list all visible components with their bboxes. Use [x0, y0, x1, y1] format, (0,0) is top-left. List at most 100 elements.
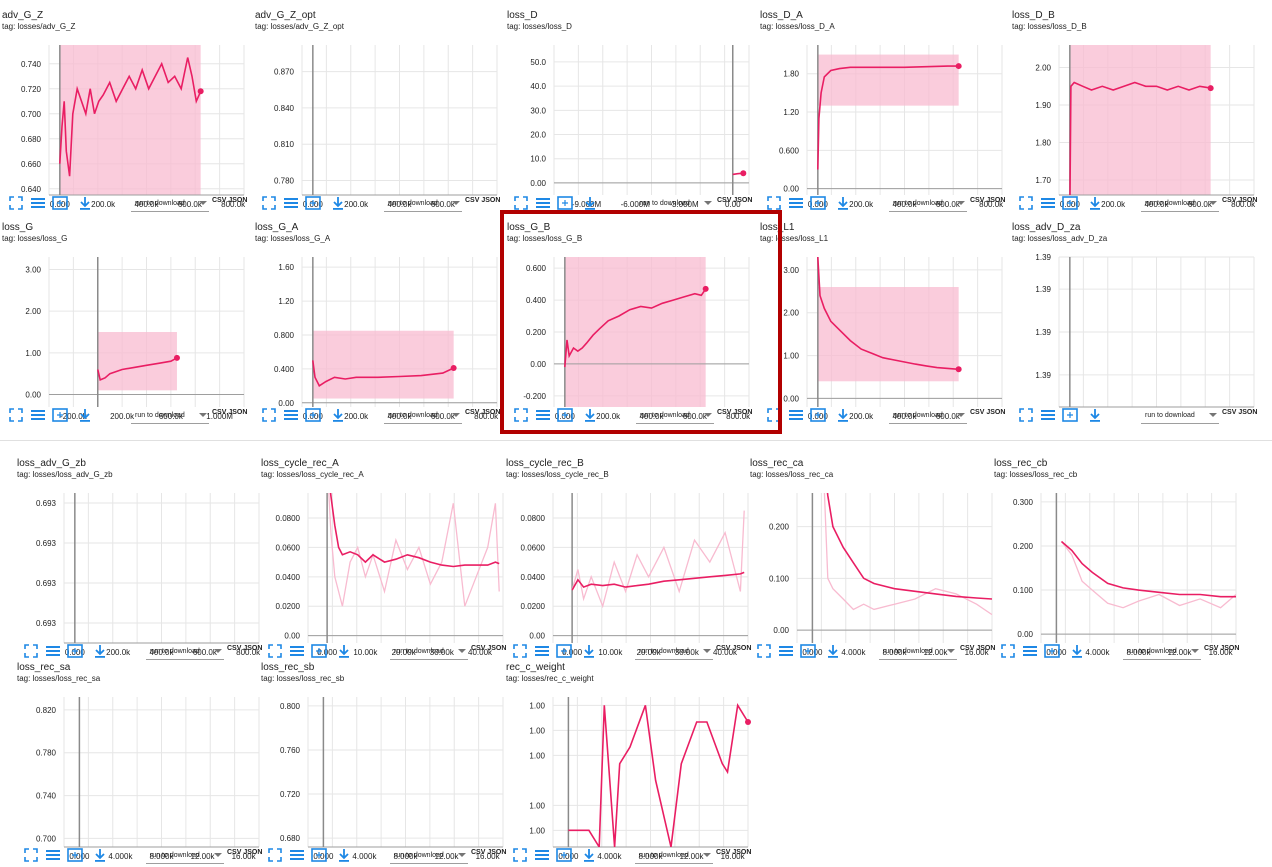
chart-plot[interactable]: 0.00 0.100 0.200 0.300 0.000 4.000k 8.000k 12.0… — [994, 484, 1239, 657]
run-download-select[interactable]: run to download — [1141, 409, 1219, 424]
fit-domain-icon[interactable] — [52, 407, 68, 423]
download-icon[interactable] — [582, 195, 598, 211]
toggle-log-scale-icon[interactable] — [289, 847, 305, 863]
fit-domain-icon[interactable] — [556, 643, 572, 659]
fit-domain-icon[interactable] — [67, 847, 83, 863]
run-download-select[interactable]: run to download — [146, 645, 224, 660]
fit-domain-icon[interactable] — [311, 847, 327, 863]
run-download-select[interactable]: run to download — [390, 645, 468, 660]
smoothed-series-line[interactable] — [571, 571, 745, 591]
fullscreen-icon[interactable] — [756, 643, 772, 659]
download-icon[interactable] — [92, 847, 108, 863]
run-download-select[interactable]: run to download — [889, 197, 967, 212]
toggle-log-scale-icon[interactable] — [289, 643, 305, 659]
download-format-links[interactable]: CSV JSON — [970, 409, 1006, 416]
download-icon[interactable] — [1087, 407, 1103, 423]
download-format-links[interactable]: CSV JSON — [716, 645, 752, 652]
run-download-select[interactable]: run to download — [635, 849, 713, 864]
run-download-select[interactable]: run to download — [131, 409, 209, 424]
run-download-select[interactable]: run to download — [879, 645, 957, 660]
run-download-select[interactable]: run to download — [1141, 197, 1219, 212]
download-format-links[interactable]: CSV JSON — [227, 849, 263, 856]
chart-plot[interactable]: 0.00 0.0200 0.0400 0.0600 0.0800 0.000 10.00k 2… — [506, 484, 751, 657]
fullscreen-icon[interactable] — [267, 643, 283, 659]
smoothed-series-line[interactable] — [823, 449, 992, 600]
download-icon[interactable] — [1087, 195, 1103, 211]
run-download-select[interactable]: run to download — [636, 197, 714, 212]
download-format-links[interactable]: CSV JSON — [970, 197, 1006, 204]
run-download-select[interactable]: run to download — [636, 409, 714, 424]
toggle-log-scale-icon[interactable] — [778, 643, 794, 659]
fit-domain-icon[interactable] — [800, 643, 816, 659]
download-format-links[interactable]: CSV JSON — [212, 197, 248, 204]
fullscreen-icon[interactable] — [23, 643, 39, 659]
smoothed-series-line[interactable] — [97, 357, 178, 382]
toggle-log-scale-icon[interactable] — [788, 407, 804, 423]
download-icon[interactable] — [92, 643, 108, 659]
fit-domain-icon[interactable] — [1062, 195, 1078, 211]
download-format-links[interactable]: CSV JSON — [1204, 645, 1240, 652]
fullscreen-icon[interactable] — [1018, 195, 1034, 211]
fullscreen-icon[interactable] — [766, 195, 782, 211]
download-icon[interactable] — [582, 407, 598, 423]
run-download-select[interactable]: run to download — [889, 409, 967, 424]
download-format-links[interactable]: CSV JSON — [465, 409, 501, 416]
fullscreen-icon[interactable] — [8, 195, 24, 211]
fullscreen-icon[interactable] — [261, 407, 277, 423]
chart-plot[interactable]: 0.700 0.740 0.780 0.820 0.000 4.000k 8.000k 12.… — [17, 688, 262, 861]
chart-plot[interactable]: 0.680 0.720 0.760 0.800 0.000 4.000k 8.000k 12.… — [261, 688, 506, 861]
fit-domain-icon[interactable] — [557, 407, 573, 423]
fit-domain-icon[interactable] — [305, 407, 321, 423]
fullscreen-icon[interactable] — [766, 407, 782, 423]
smoothed-series-line[interactable] — [564, 288, 707, 368]
run-download-select[interactable]: run to download — [384, 409, 462, 424]
download-format-links[interactable]: CSV JSON — [716, 849, 752, 856]
run-download-select[interactable]: run to download — [635, 645, 713, 660]
chart-plot[interactable]: 0.00 0.0200 0.0400 0.0600 0.0800 0.000 10.00k 2… — [261, 484, 506, 657]
toggle-log-scale-icon[interactable] — [788, 195, 804, 211]
fullscreen-icon[interactable] — [513, 407, 529, 423]
download-icon[interactable] — [581, 847, 597, 863]
download-format-links[interactable]: CSV JSON — [227, 645, 263, 652]
chart-plot[interactable]: 0.000.6001.201.800.000200.0k400.0k600.0k… — [760, 36, 1005, 209]
smoothed-series-line[interactable] — [817, 257, 959, 371]
download-format-links[interactable]: CSV JSON — [960, 645, 996, 652]
toggle-log-scale-icon[interactable] — [535, 195, 551, 211]
download-format-links[interactable]: CSV JSON — [465, 197, 501, 204]
smoothed-series-line[interactable] — [312, 360, 455, 387]
fullscreen-icon[interactable] — [512, 847, 528, 863]
download-icon[interactable] — [330, 407, 346, 423]
toggle-log-scale-icon[interactable] — [283, 407, 299, 423]
toggle-log-scale-icon[interactable] — [1022, 643, 1038, 659]
fit-domain-icon[interactable] — [556, 847, 572, 863]
chart-plot[interactable]: 0.6930.6930.6930.6930.000200.0k400.0k600… — [17, 484, 262, 657]
chart-plot[interactable]: 1.39 1.39 1.39 1.39 — [1012, 248, 1257, 408]
toggle-log-scale-icon[interactable] — [30, 407, 46, 423]
toggle-log-scale-icon[interactable] — [1040, 195, 1056, 211]
chart-plot[interactable]: 1.701.801.902.000.000200.0k400.0k600.0k8… — [1012, 36, 1257, 209]
fit-domain-icon[interactable] — [810, 407, 826, 423]
fit-domain-icon[interactable] — [1044, 643, 1060, 659]
run-download-select[interactable]: run to download — [146, 849, 224, 864]
fit-domain-icon[interactable] — [810, 195, 826, 211]
chart-plot[interactable]: 0.6400.6600.6800.7000.7200.7400.000200.0… — [2, 36, 247, 209]
toggle-log-scale-icon[interactable] — [1040, 407, 1056, 423]
download-icon[interactable] — [330, 195, 346, 211]
download-icon[interactable] — [77, 407, 93, 423]
download-format-links[interactable]: CSV JSON — [717, 197, 753, 204]
smoothed-series-line[interactable] — [59, 57, 202, 177]
smoothed-series-line[interactable] — [568, 703, 748, 847]
download-icon[interactable] — [581, 643, 597, 659]
download-format-links[interactable]: CSV JSON — [1222, 409, 1258, 416]
fit-domain-icon[interactable] — [67, 643, 83, 659]
fit-domain-icon[interactable] — [311, 643, 327, 659]
download-icon[interactable] — [835, 195, 851, 211]
fullscreen-icon[interactable] — [513, 195, 529, 211]
toggle-log-scale-icon[interactable] — [535, 407, 551, 423]
toggle-log-scale-icon[interactable] — [30, 195, 46, 211]
fullscreen-icon[interactable] — [512, 643, 528, 659]
download-format-links[interactable]: CSV JSON — [212, 409, 248, 416]
download-format-links[interactable]: CSV JSON — [471, 849, 507, 856]
toggle-log-scale-icon[interactable] — [283, 195, 299, 211]
